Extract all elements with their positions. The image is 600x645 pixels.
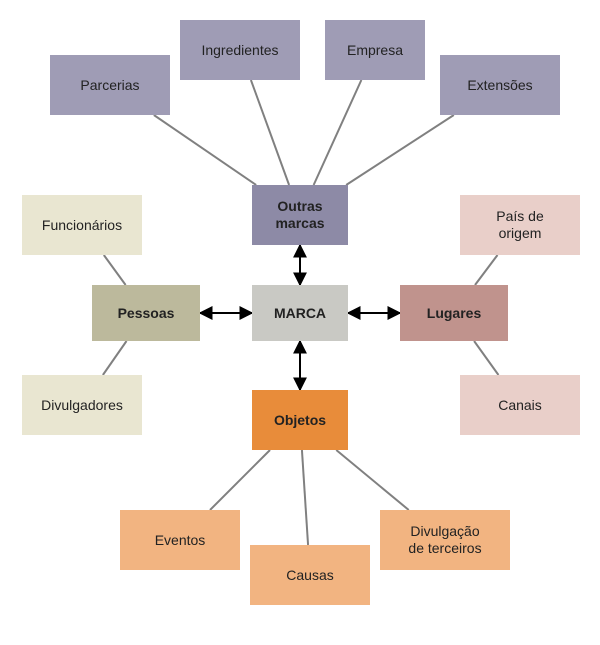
node-causas: Causas	[250, 545, 370, 605]
node-pais: País deorigem	[460, 195, 580, 255]
node-marca: MARCA	[252, 285, 348, 341]
node-outras: Outrasmarcas	[252, 185, 348, 245]
node-empresa: Empresa	[325, 20, 425, 80]
node-divulgadores: Divulgadores	[22, 375, 142, 435]
node-pessoas: Pessoas	[92, 285, 200, 341]
node-canais: Canais	[460, 375, 580, 435]
node-divterc: Divulgaçãode terceiros	[380, 510, 510, 570]
node-eventos: Eventos	[120, 510, 240, 570]
node-lugares: Lugares	[400, 285, 508, 341]
node-extensoes: Extensões	[440, 55, 560, 115]
node-objetos: Objetos	[252, 390, 348, 450]
node-ingredientes: Ingredientes	[180, 20, 300, 80]
node-parcerias: Parcerias	[50, 55, 170, 115]
node-funcionarios: Funcionários	[22, 195, 142, 255]
